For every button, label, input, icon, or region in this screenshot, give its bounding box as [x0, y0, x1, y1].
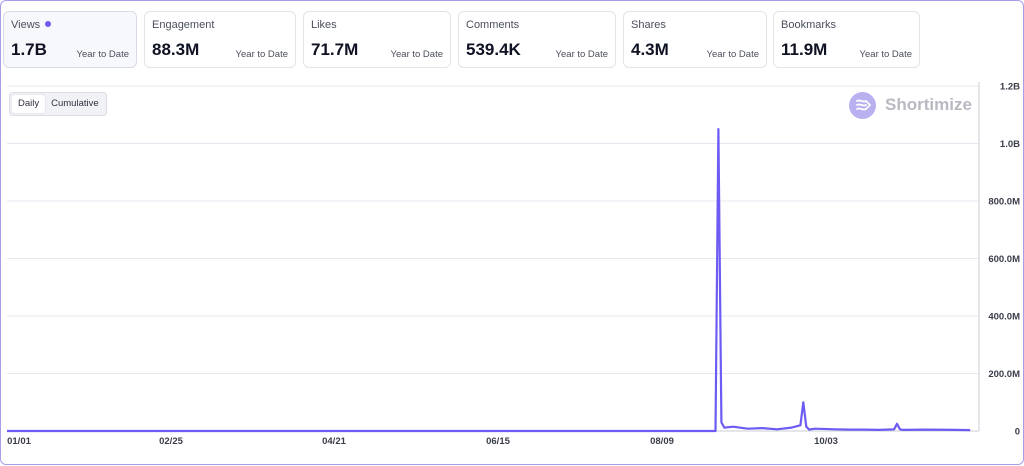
- x-tick-label: 04/21: [322, 436, 346, 447]
- metric-card-views[interactable]: Views 1.7B Year to Date: [3, 11, 137, 68]
- metric-label: Likes: [311, 19, 337, 31]
- daily-button[interactable]: Daily: [12, 95, 46, 113]
- y-tick-label: 200.0M: [988, 369, 1020, 380]
- x-tick-label: 10/03: [814, 436, 838, 447]
- metric-card-engagement[interactable]: Engagement 88.3M Year to Date: [144, 11, 296, 68]
- metric-period: Year to Date: [706, 49, 759, 60]
- metric-period: Year to Date: [555, 49, 608, 60]
- x-tick-label: 01/01: [7, 436, 31, 447]
- y-tick-label: 600.0M: [988, 254, 1020, 265]
- view-mode-toggle: Daily Cumulative: [9, 92, 107, 116]
- metric-value: 4.3M: [631, 40, 669, 59]
- metric-period: Year to Date: [235, 49, 288, 60]
- selected-dot-icon: [45, 21, 52, 27]
- shortimize-logo-icon: [849, 91, 876, 119]
- y-tick-label: 400.0M: [988, 312, 1020, 323]
- y-tick-label: 1.0B: [1000, 139, 1020, 150]
- views-series-line: [7, 128, 971, 433]
- y-tick-label: 0: [1015, 427, 1020, 438]
- metric-card-shares[interactable]: Shares 4.3M Year to Date: [623, 11, 767, 68]
- metric-card-bookmarks[interactable]: Bookmarks 11.9M Year to Date: [773, 11, 920, 68]
- metric-label: Views: [11, 19, 52, 31]
- metric-value: 88.3M: [152, 40, 200, 59]
- metric-label: Shares: [631, 19, 666, 31]
- y-tick-label: 800.0M: [988, 197, 1020, 208]
- metric-value: 11.9M: [781, 40, 828, 59]
- metric-value: 1.7B: [11, 40, 47, 59]
- x-tick-label: 08/09: [650, 436, 674, 447]
- brand-name: Shortimize: [885, 95, 972, 114]
- metric-period: Year to Date: [390, 49, 443, 60]
- metric-card-comments[interactable]: Comments 539.4K Year to Date: [458, 11, 616, 68]
- metric-label: Bookmarks: [781, 19, 837, 31]
- metric-card-likes[interactable]: Likes 71.7M Year to Date: [303, 11, 451, 68]
- metric-label: Engagement: [152, 19, 215, 31]
- y-tick-label: 1.2B: [1000, 82, 1020, 93]
- cumulative-button[interactable]: Cumulative: [51, 98, 99, 109]
- brand-watermark: Shortimize: [849, 91, 972, 119]
- metric-period: Year to Date: [859, 49, 912, 60]
- metric-value: 539.4K: [466, 40, 521, 59]
- x-tick-label: 02/25: [159, 436, 183, 447]
- metric-period: Year to Date: [76, 49, 129, 60]
- x-tick-label: 06/15: [486, 436, 510, 447]
- metric-label: Comments: [466, 19, 520, 31]
- metric-value: 71.7M: [311, 40, 359, 59]
